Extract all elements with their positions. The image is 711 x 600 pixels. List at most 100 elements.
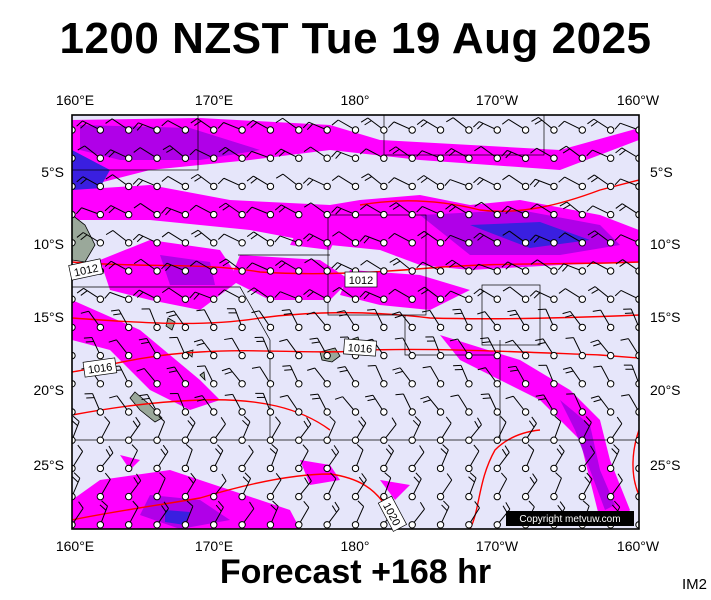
wind-barb-staff xyxy=(72,157,73,159)
wind-barb-feather xyxy=(278,150,286,157)
wind-barb-feather xyxy=(189,416,196,424)
station-dot xyxy=(266,521,275,529)
station-dot xyxy=(351,182,360,191)
wind-barb-feather xyxy=(473,288,481,295)
wind-barb-feather xyxy=(586,472,593,480)
wind-barb-feather xyxy=(363,236,370,244)
wind-barb-feather xyxy=(193,339,202,343)
wind-barb-feather xyxy=(141,341,150,345)
wind-barb-feather xyxy=(586,149,593,157)
wind-barb-feather xyxy=(422,309,431,313)
wind-barb-feather xyxy=(131,444,138,451)
wind-barb-feather xyxy=(160,448,166,456)
wind-barb-feather xyxy=(416,206,423,213)
left-lat-label: 5°S xyxy=(41,164,64,180)
station-dot xyxy=(238,182,246,191)
wind-barb-feather xyxy=(161,176,169,182)
station-dot xyxy=(266,210,275,219)
wind-barb-staff xyxy=(638,438,639,441)
wind-barb-feather xyxy=(502,286,511,292)
wind-barb-feather xyxy=(331,119,339,126)
station-dot xyxy=(125,267,133,275)
wind-barb-feather xyxy=(505,263,513,270)
wind-barb-feather xyxy=(531,416,537,424)
station-dot xyxy=(323,267,331,275)
wind-barb-feather xyxy=(587,230,595,236)
station-dot xyxy=(380,267,388,275)
wind-barb-feather xyxy=(562,310,571,315)
station-dot xyxy=(266,154,275,162)
station-dot xyxy=(436,351,445,360)
station-dot xyxy=(323,239,331,247)
wind-barb-feather xyxy=(558,232,566,239)
wind-barb-feather xyxy=(414,415,422,423)
wind-barb-feather xyxy=(133,477,139,485)
station-dot xyxy=(578,408,586,416)
wind-barb-feather xyxy=(331,206,338,213)
wind-barb-feather xyxy=(501,448,508,457)
wind-barb-feather xyxy=(274,291,281,298)
top-lon-label: 180° xyxy=(341,92,370,108)
wind-barb-feather xyxy=(224,393,233,396)
map-title: 1200 NZST Tue 19 Aug 2025 xyxy=(59,14,652,63)
wind-barb-feather xyxy=(246,206,253,214)
forecast-label: Forecast +168 hr xyxy=(219,553,492,591)
wind-barb-feather xyxy=(444,148,452,155)
wind-barb-feather xyxy=(645,445,650,451)
wind-barb-feather xyxy=(590,339,599,344)
wind-barb-feather xyxy=(161,287,170,294)
wind-barb-feather xyxy=(306,311,315,316)
station-dot xyxy=(295,239,303,247)
wind-barb-feather xyxy=(640,416,646,421)
station-dot xyxy=(380,464,388,473)
wind-barb-feather xyxy=(162,444,169,452)
station-dot xyxy=(323,323,331,332)
wind-barb-feather xyxy=(77,145,85,151)
isobar-labels: 1012 1012 1016 1016 1020 xyxy=(68,258,408,532)
wind-barb-feather xyxy=(537,398,547,401)
wind-barb-feather xyxy=(449,262,457,268)
wind-barb-feather xyxy=(190,472,197,480)
wind-barb-feather xyxy=(443,500,450,508)
station-dot xyxy=(153,182,161,191)
wind-barb-feather xyxy=(307,291,314,298)
wind-barb-feather xyxy=(592,309,601,312)
wind-barb-feather xyxy=(422,399,431,403)
station-dot xyxy=(351,380,360,388)
station-dot xyxy=(153,351,161,360)
station-dot xyxy=(181,436,190,444)
wind-barb-feather xyxy=(136,179,144,187)
station-dot xyxy=(181,408,190,416)
wind-barb-feather xyxy=(505,502,511,510)
station-dot xyxy=(323,154,331,162)
wind-barb-feather xyxy=(365,394,374,398)
wind-barb-feather xyxy=(507,309,516,313)
station-dot xyxy=(436,239,445,247)
wind-barb-feather xyxy=(279,338,288,343)
station-dot xyxy=(521,380,530,388)
station-dot xyxy=(323,126,331,134)
station-dot xyxy=(380,492,388,501)
wind-barb-feather xyxy=(535,394,544,397)
wind-barb-feather xyxy=(104,292,111,299)
wind-barb-feather xyxy=(334,396,343,400)
station-dot xyxy=(181,351,190,360)
wind-barb-feather xyxy=(194,232,202,238)
isobar-label: 1012 xyxy=(344,271,378,288)
wind-barb-feather xyxy=(250,233,258,240)
station-dot xyxy=(493,295,501,303)
station-dot xyxy=(408,323,416,332)
isobar-label: 1016 xyxy=(343,338,377,357)
wind-barb-feather xyxy=(161,207,168,214)
wind-barb-feather xyxy=(385,448,392,456)
station-dot xyxy=(266,239,275,247)
wind-barb-feather xyxy=(53,262,60,267)
station-dot xyxy=(96,436,105,444)
wind-barb-feather xyxy=(221,367,230,372)
wind-barb-feather xyxy=(246,175,254,182)
station-dot xyxy=(266,351,275,360)
station-dot xyxy=(606,408,615,416)
station-dot xyxy=(436,464,445,473)
wind-barb-staff xyxy=(72,214,73,215)
